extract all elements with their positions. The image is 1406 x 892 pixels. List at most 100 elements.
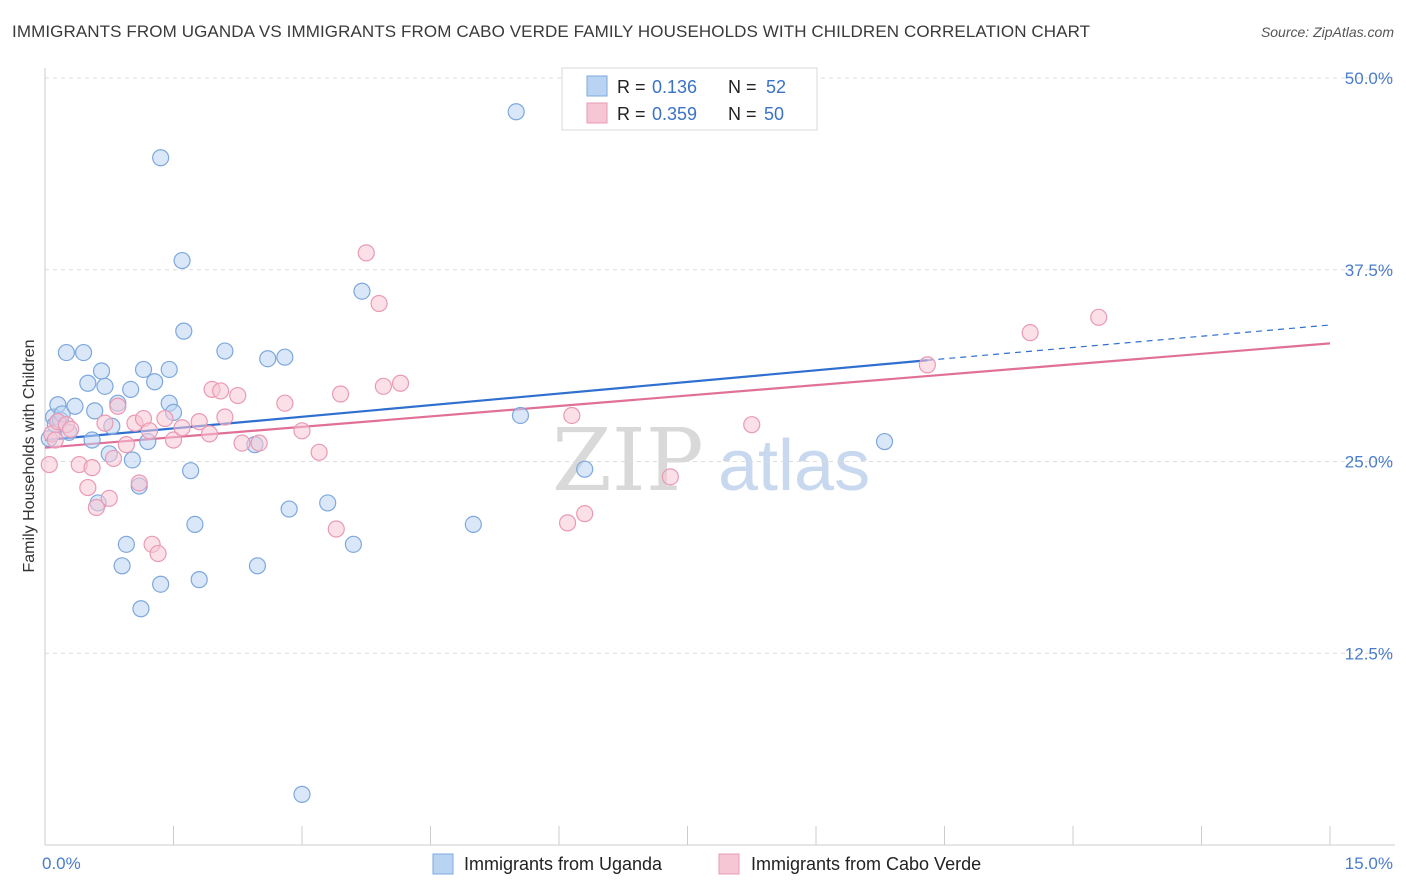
point-uganda <box>66 397 84 415</box>
point-uganda <box>117 535 135 553</box>
chart-title: IMMIGRANTS FROM UGANDA VS IMMIGRANTS FRO… <box>12 22 1091 41</box>
point-cabo <box>391 374 410 392</box>
point-cabo <box>164 431 183 449</box>
point-cabo <box>576 505 594 523</box>
point-uganda <box>190 571 208 589</box>
y-tick-label: 50.0% <box>1345 69 1393 88</box>
trend-line-uganda-extension <box>927 324 1331 361</box>
point-uganda <box>182 462 200 480</box>
point-uganda <box>576 460 594 478</box>
point-uganda <box>122 380 140 399</box>
stats-legend: R = 0.136 N = 52 R = 0.359 N = 50 <box>561 67 818 131</box>
point-uganda <box>146 373 164 391</box>
point-cabo <box>96 414 114 432</box>
point-cabo <box>310 443 328 461</box>
point-uganda <box>123 451 141 469</box>
point-cabo <box>83 459 101 477</box>
bottom-legend-uganda: Immigrants from Uganda <box>464 854 663 874</box>
point-cabo <box>293 422 311 440</box>
legend-swatch-cabo <box>586 102 608 124</box>
point-cabo <box>918 356 936 374</box>
point-uganda <box>113 557 131 575</box>
legend-cabo-r-label: R = <box>617 104 646 124</box>
axes <box>44 68 1395 846</box>
point-cabo <box>216 408 234 426</box>
point-uganda <box>96 377 114 395</box>
legend-cabo-n-value: 50 <box>764 104 784 124</box>
series-legend: Immigrants from Uganda Immigrants from C… <box>432 853 981 875</box>
point-cabo <box>130 474 148 492</box>
point-uganda <box>152 149 170 167</box>
source-credit: Source: ZipAtlas.com <box>1260 24 1394 40</box>
point-cabo <box>327 520 345 538</box>
point-cabo <box>276 394 294 412</box>
trend-line-cabo <box>44 342 1331 449</box>
point-uganda <box>464 515 482 533</box>
bottom-legend-cabo: Immigrants from Cabo Verde <box>751 854 981 874</box>
legend-uganda-r-value: 0.136 <box>652 77 697 97</box>
point-uganda <box>132 600 150 618</box>
point-uganda <box>92 362 111 380</box>
point-cabo <box>79 478 97 497</box>
y-axis-label: Family Households with Children <box>21 340 38 573</box>
legend-uganda-r-label: R = <box>617 77 646 97</box>
point-cabo <box>661 468 679 486</box>
point-cabo <box>109 397 127 415</box>
point-uganda <box>276 348 294 366</box>
point-uganda <box>86 402 104 420</box>
point-cabo <box>212 382 230 400</box>
point-uganda <box>507 103 525 121</box>
legend-uganda-n-value: 52 <box>766 77 786 97</box>
trend-lines <box>44 324 1331 449</box>
point-uganda <box>83 431 101 449</box>
point-uganda <box>160 360 178 379</box>
point-uganda <box>57 343 76 362</box>
point-cabo <box>62 420 80 438</box>
watermark: ZIP atlas <box>552 411 870 511</box>
point-cabo <box>233 434 251 452</box>
point-cabo <box>117 436 135 454</box>
series-cabo-points <box>40 244 1108 563</box>
legend-uganda-n-label: N = <box>728 77 757 97</box>
bottom-legend-swatch-uganda <box>432 853 454 875</box>
point-uganda <box>74 343 93 362</box>
x-tick-label-min: 0.0% <box>42 854 81 873</box>
legend-swatch-uganda <box>586 75 608 97</box>
point-uganda <box>280 500 298 518</box>
point-uganda <box>511 406 530 425</box>
point-uganda <box>134 360 153 379</box>
point-cabo <box>173 419 191 437</box>
point-cabo <box>40 455 58 474</box>
point-uganda <box>353 282 371 300</box>
gridlines <box>45 77 1395 654</box>
point-uganda <box>216 342 234 360</box>
point-cabo <box>250 434 268 452</box>
point-cabo <box>190 413 208 431</box>
point-cabo <box>1021 324 1039 342</box>
legend-cabo-r-value: 0.359 <box>652 104 697 124</box>
watermark-atlas: atlas <box>718 426 870 506</box>
point-cabo <box>357 244 375 262</box>
point-cabo <box>563 406 581 425</box>
point-uganda <box>293 785 311 803</box>
point-uganda <box>259 350 277 368</box>
point-uganda <box>173 251 191 270</box>
legend-cabo-n-label: N = <box>728 104 757 124</box>
y-tick-label: 25.0% <box>1345 453 1393 472</box>
point-cabo <box>1090 308 1108 326</box>
point-cabo <box>46 431 64 449</box>
point-cabo <box>370 294 388 313</box>
point-cabo <box>558 514 577 532</box>
point-uganda <box>875 432 894 451</box>
point-cabo <box>140 422 159 440</box>
point-cabo <box>156 409 174 428</box>
point-uganda <box>319 494 337 512</box>
point-cabo <box>229 386 247 405</box>
point-cabo <box>100 489 118 507</box>
point-uganda <box>248 557 267 575</box>
point-cabo <box>200 425 219 443</box>
point-uganda <box>186 515 204 533</box>
point-cabo <box>87 498 106 517</box>
point-uganda <box>344 535 362 553</box>
